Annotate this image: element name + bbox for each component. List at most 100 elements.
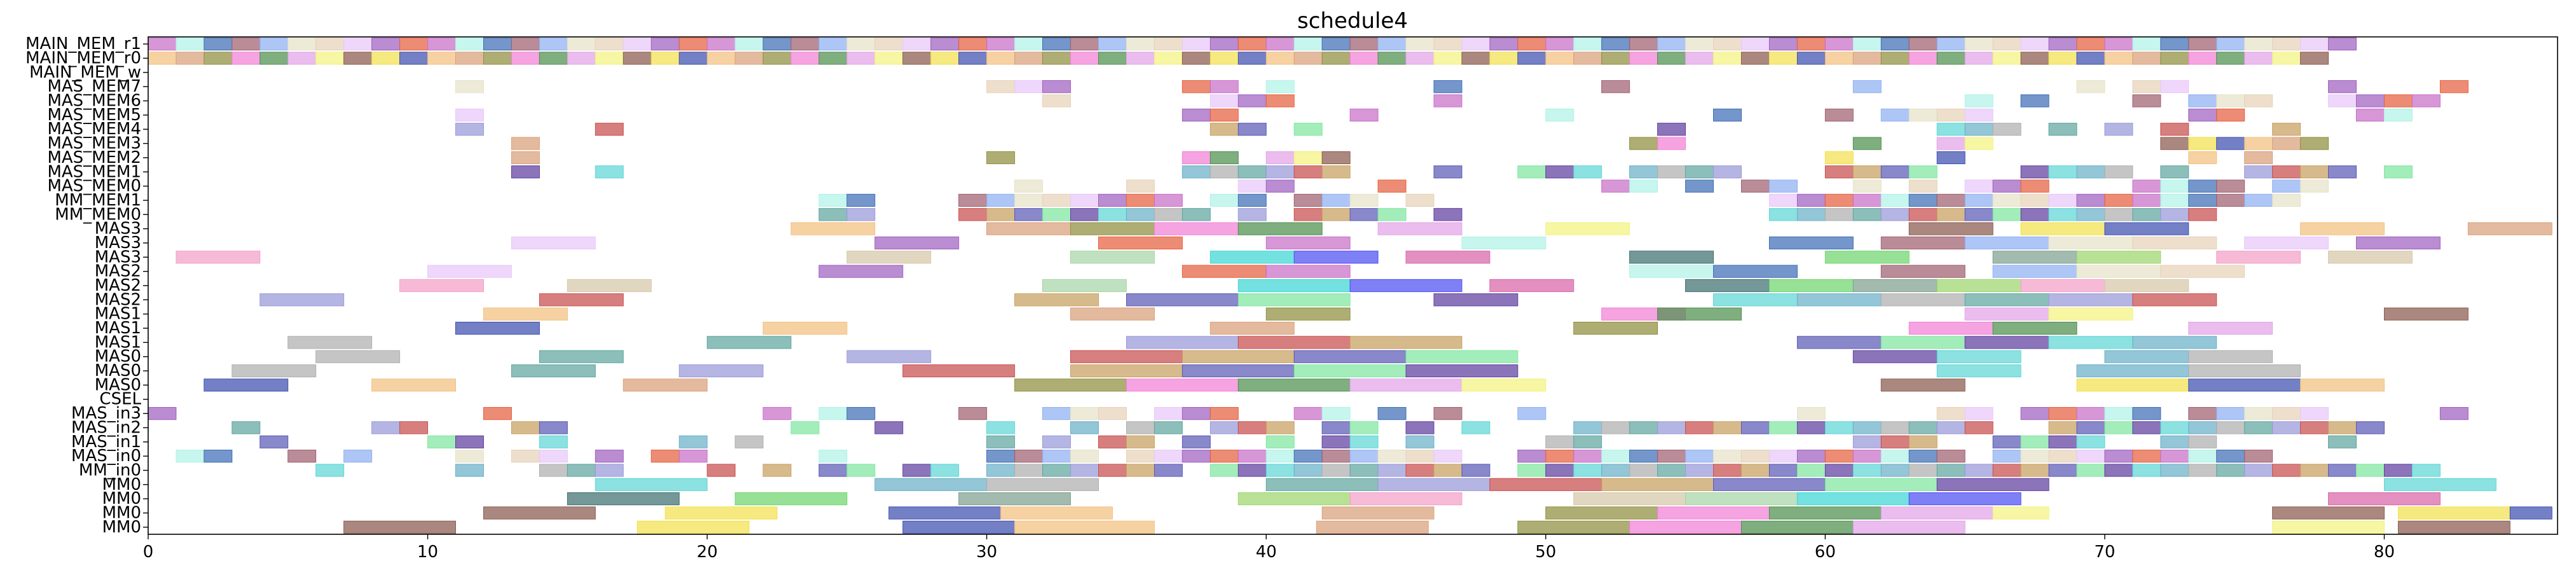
y-tick-label: MAS_MEM1 — [47, 162, 141, 181]
task-bar — [511, 165, 540, 179]
y-tick-label: MAS1 — [95, 305, 141, 324]
task-bar — [2076, 80, 2105, 94]
task-bar — [2160, 208, 2189, 221]
task-bar — [1517, 520, 1630, 534]
task-bar — [1629, 520, 1742, 534]
task-bar — [1824, 450, 1854, 463]
task-bar — [511, 364, 596, 378]
task-bar — [874, 236, 960, 250]
task-bar — [1545, 222, 1630, 235]
task-bar — [846, 251, 932, 264]
task-bar — [1237, 279, 1351, 293]
task-bar — [1796, 464, 1826, 477]
task-bar — [1489, 478, 1602, 491]
task-bar — [371, 52, 401, 65]
task-bar — [762, 52, 792, 65]
task-bar — [1070, 450, 1099, 463]
task-bar — [1824, 38, 1854, 51]
task-bar — [762, 38, 792, 51]
task-bar — [1740, 464, 1770, 477]
task-bar — [2216, 52, 2245, 65]
task-bar — [986, 421, 1016, 434]
task-bar — [1796, 450, 1826, 463]
task-bar — [2188, 38, 2217, 51]
task-bar — [1992, 435, 2022, 448]
task-bar — [986, 208, 1016, 221]
task-bar — [1880, 265, 1966, 278]
task-bar — [1713, 478, 1826, 491]
task-bar — [1014, 52, 1043, 65]
task-bar — [1377, 406, 1407, 420]
task-bar — [1880, 506, 1994, 520]
task-bar — [1657, 123, 1686, 136]
task-bar — [1265, 450, 1295, 463]
task-bar — [1992, 38, 2022, 51]
task-bar — [930, 38, 960, 51]
task-bar — [2439, 406, 2469, 420]
task-bar — [1265, 435, 1295, 448]
task-bar — [1796, 193, 1826, 207]
task-bar — [539, 421, 568, 434]
task-bar — [1126, 336, 1239, 349]
task-bar — [1852, 208, 1882, 221]
task-bar — [1154, 208, 1183, 221]
task-bar — [762, 464, 792, 477]
task-bar — [1237, 52, 1267, 65]
task-bar — [483, 406, 512, 420]
task-bar — [790, 52, 820, 65]
task-bar — [874, 478, 988, 491]
task-bar — [1601, 38, 1630, 51]
task-bar — [1629, 421, 1658, 434]
y-tick-label: MAS3 — [95, 233, 141, 253]
task-bar — [1657, 137, 1686, 150]
task-bar — [790, 421, 820, 434]
task-bar — [1098, 208, 1127, 221]
task-bar — [2216, 450, 2245, 463]
task-bar — [1181, 38, 1211, 51]
task-bar — [2356, 108, 2385, 121]
y-tick-label: MAS1 — [95, 319, 141, 338]
task-bar — [2048, 165, 2077, 179]
task-bar — [1740, 38, 1770, 51]
task-bar — [2104, 464, 2133, 477]
task-bar — [986, 222, 1071, 235]
task-bar — [846, 193, 876, 207]
task-bar — [1209, 464, 1239, 477]
task-bar — [2104, 123, 2133, 136]
task-bar — [1713, 38, 1742, 51]
task-bar — [1796, 208, 1826, 221]
task-bar — [2383, 94, 2413, 107]
task-bar — [1768, 193, 1798, 207]
task-bar — [1265, 307, 1351, 321]
task-bar — [1181, 350, 1295, 363]
task-bar — [1852, 435, 1882, 448]
task-bar — [2160, 137, 2189, 150]
task-bar — [2328, 251, 2413, 264]
task-bar — [1601, 464, 1630, 477]
task-bar — [1517, 406, 1546, 420]
task-bar — [2160, 421, 2189, 434]
task-bar — [1293, 208, 1323, 221]
task-bar — [1349, 108, 1379, 121]
task-bar — [1377, 464, 1407, 477]
task-bar — [2397, 506, 2511, 520]
task-bar — [1070, 350, 1183, 363]
task-bar — [2104, 38, 2133, 51]
task-bar — [2132, 406, 2161, 420]
task-bar — [1405, 450, 1435, 463]
y-tick-label: MAIN_MEM_w — [29, 63, 141, 82]
task-bar — [2048, 464, 2077, 477]
task-bar — [1237, 378, 1351, 392]
task-bar — [1964, 236, 2049, 250]
task-bar — [986, 193, 1016, 207]
task-bar — [1349, 208, 1379, 221]
task-bar — [371, 421, 401, 434]
task-bar — [651, 450, 680, 463]
task-bar — [1685, 165, 1714, 179]
task-bar — [1237, 450, 1267, 463]
task-bar — [2244, 151, 2273, 165]
y-tick-label: MAS_MEM3 — [47, 134, 141, 153]
task-bar — [1936, 478, 2049, 491]
task-bar — [1936, 38, 1966, 51]
y-tick-label: MM0 — [102, 475, 141, 494]
